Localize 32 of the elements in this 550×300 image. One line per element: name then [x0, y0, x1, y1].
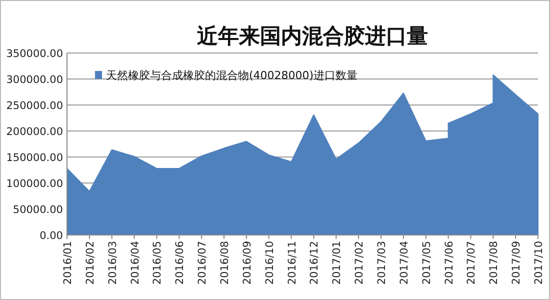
- y-tick-label: 0.00: [40, 230, 63, 242]
- x-tick-label: 2017/09: [510, 241, 523, 285]
- y-tick-label: 100000.00: [6, 178, 63, 190]
- x-tick-label: 2016/03: [106, 241, 119, 285]
- y-tick-label: 350000.00: [6, 48, 63, 60]
- legend-label: 天然橡胶与合成橡胶的混合物(40028000)进口数量: [106, 69, 358, 82]
- y-tick-label: 150000.00: [6, 152, 63, 164]
- chart-title: 近年来国内混合胶进口量: [196, 24, 428, 48]
- x-tick-label: 2017/01: [331, 241, 344, 285]
- x-tick-label: 2017/10: [533, 241, 545, 285]
- x-tick-label: 2016/12: [308, 241, 321, 285]
- x-tick-label: 2017/06: [443, 240, 456, 285]
- x-tick-label: 2016/09: [241, 241, 254, 285]
- x-tick-label: 2017/05: [420, 241, 433, 285]
- x-tick-label: 2017/03: [376, 241, 388, 285]
- x-tick-label: 2016/10: [264, 241, 276, 285]
- x-tick-label: 2016/02: [84, 241, 96, 285]
- x-tick-label: 2016/01: [62, 241, 74, 285]
- x-tick-label: 2017/02: [354, 241, 366, 285]
- x-tick-label: 2016/11: [286, 241, 298, 285]
- x-tick-label: 2016/05: [152, 241, 164, 285]
- x-tick-label: 2016/04: [129, 240, 142, 285]
- x-tick-label: 2017/08: [488, 241, 500, 285]
- y-tick-label: 250000.00: [6, 100, 63, 112]
- y-tick-label: 200000.00: [6, 126, 63, 138]
- x-tick-label: 2016/08: [219, 241, 231, 285]
- y-tick-label: 300000.00: [6, 74, 63, 86]
- x-tick-label: 2016/06: [174, 240, 186, 285]
- y-tick-label: 50000.00: [12, 204, 63, 216]
- x-tick-label: 2017/07: [466, 241, 478, 285]
- x-tick-label: 2017/04: [398, 240, 410, 285]
- x-tick-label: 2016/07: [196, 241, 209, 285]
